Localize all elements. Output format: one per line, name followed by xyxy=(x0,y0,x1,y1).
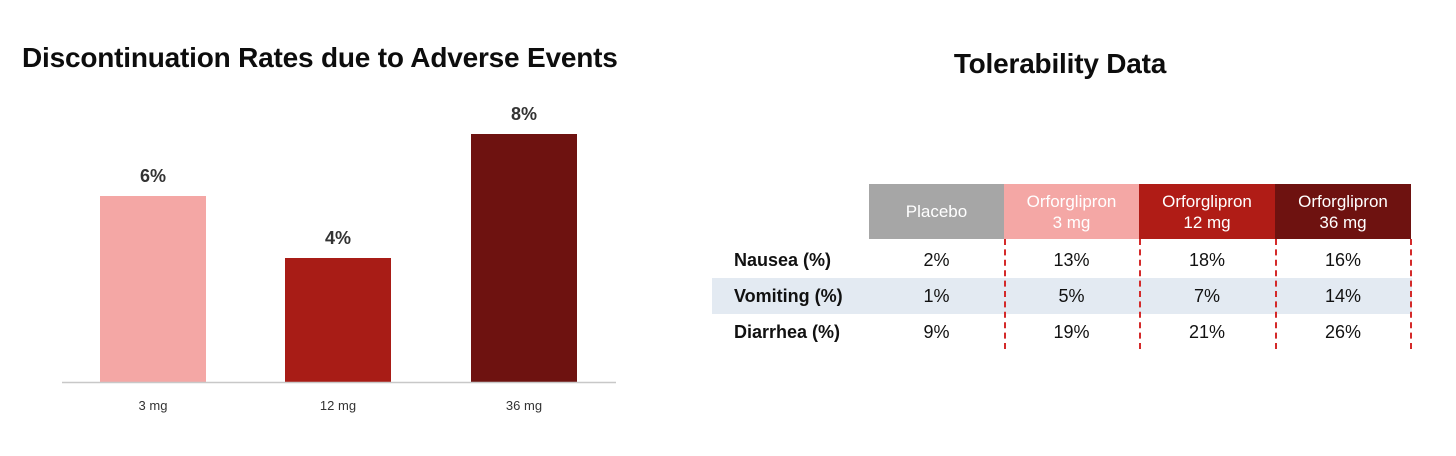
table-row-diarrhea: Diarrhea (%) 9% 19% 21% 26% xyxy=(712,314,1412,350)
table-cell: 19% xyxy=(1053,322,1090,342)
row-label: Nausea (%) xyxy=(734,250,832,270)
table-cell: 7% xyxy=(1193,286,1220,306)
bar-value-label: 4% xyxy=(325,228,351,248)
bar-value-label: 8% xyxy=(511,104,537,124)
bar-12mg xyxy=(285,258,391,382)
row-label: Diarrhea (%) xyxy=(734,322,841,342)
table-cell: 16% xyxy=(1324,250,1362,270)
column-divider xyxy=(1410,239,1412,349)
table-cell: 1% xyxy=(923,286,950,306)
table-cell: 13% xyxy=(1053,250,1090,270)
table-row-vomiting: Vomiting (%) 1% 5% 7% 14% xyxy=(712,278,1412,314)
row-label: Vomiting (%) xyxy=(734,286,843,306)
column-header-placebo: Placebo xyxy=(869,184,1004,239)
column-header-dose: 3 mg xyxy=(1052,212,1091,232)
table-cell: 2% xyxy=(923,250,950,270)
table-cell: 9% xyxy=(923,322,950,342)
column-header-orforglipron-36mg: Orforglipron 36 mg xyxy=(1275,184,1411,239)
x-tick-label: 3 mg xyxy=(139,398,168,413)
table-cell: 18% xyxy=(1188,250,1226,270)
column-header-label: Orforglipron xyxy=(1298,191,1388,211)
table-cell: 5% xyxy=(1058,286,1085,306)
bar-value-label: 6% xyxy=(140,166,166,186)
column-header-orforglipron-12mg: Orforglipron 12 mg xyxy=(1139,184,1275,239)
table-cell: 14% xyxy=(1324,286,1362,306)
column-header-dose: 36 mg xyxy=(1319,212,1367,232)
column-header-dose: 12 mg xyxy=(1183,212,1231,232)
x-tick-label: 36 mg xyxy=(506,398,542,413)
column-divider xyxy=(1275,239,1277,349)
table-cell: 26% xyxy=(1324,322,1362,342)
bar-chart-title: Discontinuation Rates due to Adverse Eve… xyxy=(22,42,618,73)
table-title: Tolerability Data xyxy=(953,48,1167,79)
column-header-label: Orforglipron xyxy=(1026,191,1117,211)
column-header-label: Placebo xyxy=(905,202,968,221)
bar-chart: 6% 3 mg 4% 12 mg 8% 36 mg xyxy=(62,104,616,413)
column-header-orforglipron-3mg: Orforglipron 3 mg xyxy=(1004,184,1139,239)
column-header-label: Orforglipron xyxy=(1162,191,1252,211)
bar-3mg xyxy=(100,196,206,382)
bar-36mg xyxy=(471,134,577,382)
x-tick-label: 12 mg xyxy=(320,398,356,413)
table-row-nausea: Nausea (%) 2% 13% 18% 16% xyxy=(712,242,1412,278)
column-divider xyxy=(1004,239,1006,349)
column-divider xyxy=(1139,239,1141,349)
table-cell: 21% xyxy=(1188,322,1226,342)
